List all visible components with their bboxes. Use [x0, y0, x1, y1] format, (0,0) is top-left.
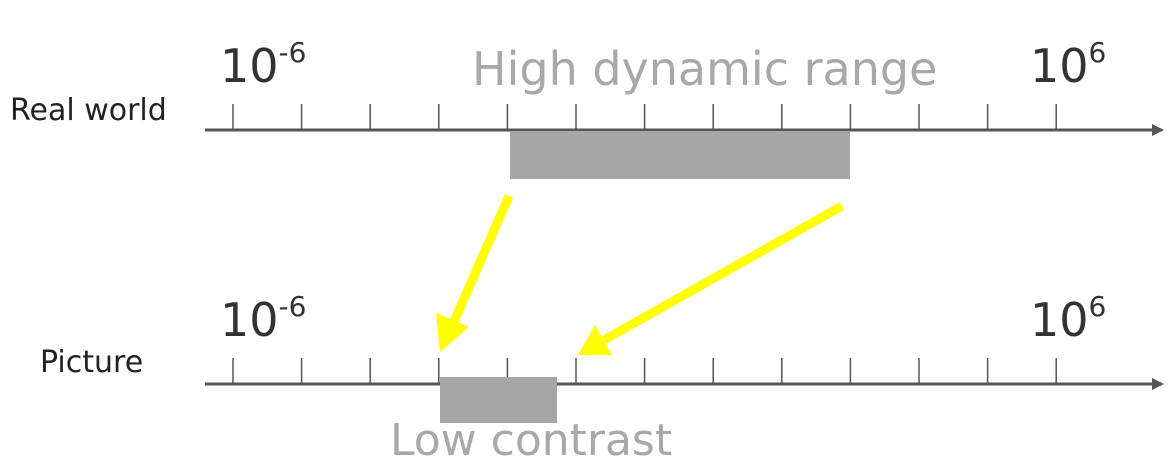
real-world-label: Real world: [10, 93, 167, 128]
real-world-axis-group: Real world 10-6 106 High dynamic range: [10, 36, 1164, 179]
real-world-range-bar: [510, 131, 850, 179]
mapping-arrow-left: [436, 194, 514, 352]
picture-label: Picture: [40, 345, 143, 380]
picture-min-label: 10-6: [220, 290, 306, 347]
mapping-arrows: [436, 194, 845, 355]
picture-range-bar: [440, 377, 557, 423]
low-contrast-title: Low contrast: [390, 415, 672, 464]
picture-axis-group: Picture 10-6 106 Low contrast: [40, 290, 1164, 464]
real-world-min-label: 10-6: [220, 36, 306, 93]
real-world-max-label: 106: [1030, 36, 1106, 93]
picture-max-label: 106: [1030, 290, 1106, 347]
picture-ticks: [232, 358, 1057, 384]
high-dynamic-range-title: High dynamic range: [472, 42, 937, 96]
real-world-ticks: [232, 104, 1057, 130]
mapping-arrow-right: [578, 202, 845, 355]
